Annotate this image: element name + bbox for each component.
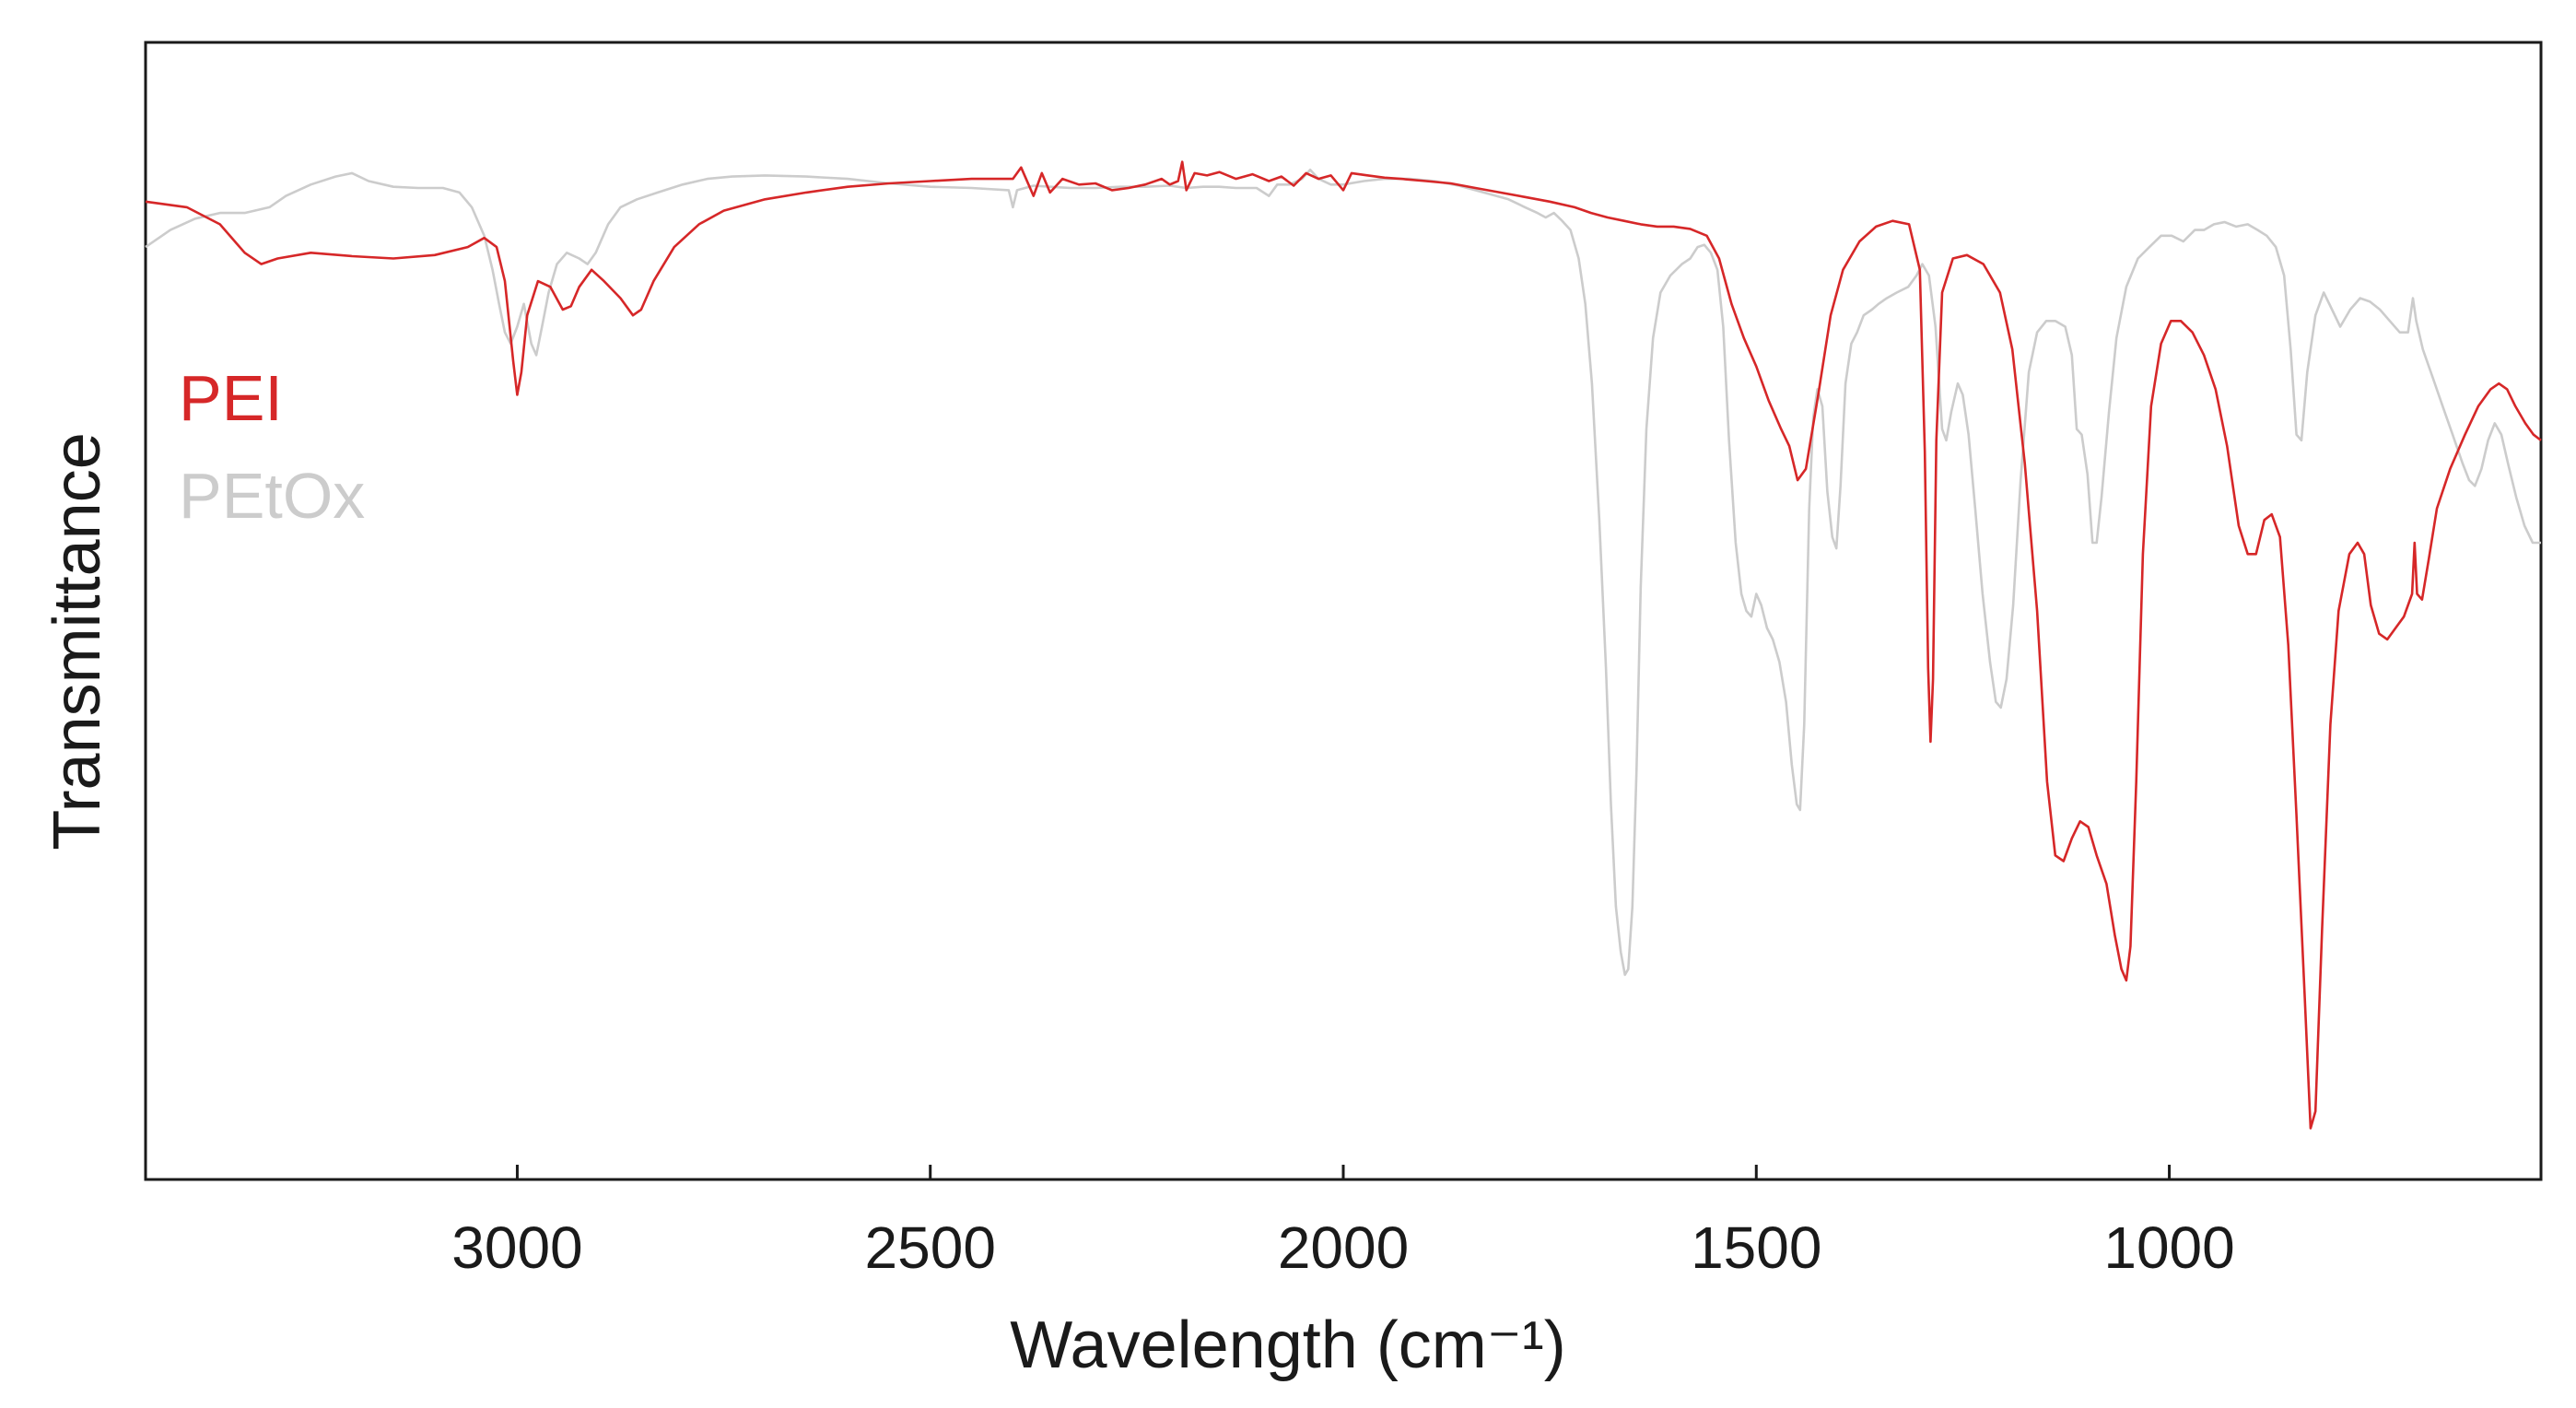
x-tick-label-1500: 1500: [1691, 1214, 1821, 1281]
x-tick-label-2000: 2000: [1278, 1214, 1409, 1281]
legend-petox: PEtOx: [179, 460, 365, 532]
y-axis-label: Transmittance: [41, 432, 114, 850]
series-line-pei: [145, 160, 2542, 1130]
x-tick-label-1000: 1000: [2103, 1214, 2234, 1281]
x-tick-label-2500: 2500: [865, 1214, 996, 1281]
series-layer: [145, 160, 2542, 1130]
legend-pei: PEI: [179, 362, 283, 434]
x-tick-label-3000: 3000: [451, 1214, 582, 1281]
x-axis-label: Wavelength (cm⁻¹): [1010, 1308, 1565, 1382]
series-line-petox: [145, 168, 2541, 977]
x-axis-ticks: 3000 2500 2000 1500 1000: [451, 1165, 2235, 1281]
